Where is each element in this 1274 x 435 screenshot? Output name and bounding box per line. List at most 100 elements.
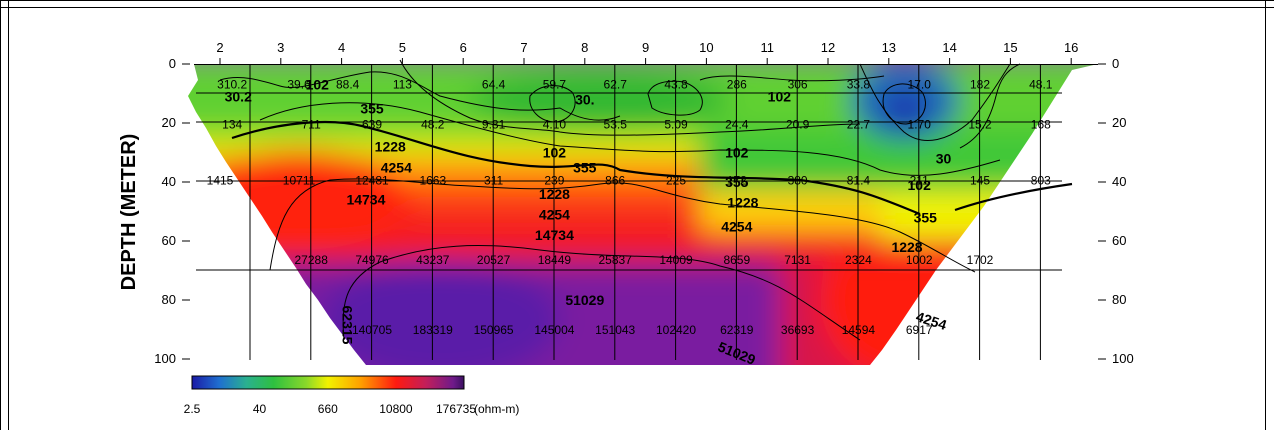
x-tick-label: 11 bbox=[760, 40, 774, 55]
resistivity-value: 172 bbox=[727, 174, 747, 188]
x-tick-label: 14 bbox=[942, 40, 956, 55]
y-tick-label-right: 60 bbox=[1112, 233, 1126, 248]
y-tick-label-left: 80 bbox=[162, 292, 176, 307]
contour-label: 51029 bbox=[565, 292, 604, 308]
resistivity-value: 306 bbox=[788, 78, 808, 92]
y-tick-label-left: 60 bbox=[162, 233, 176, 248]
y-tick-label-left: 0 bbox=[169, 56, 176, 71]
resistivity-value: 27288 bbox=[295, 253, 329, 267]
contour-label: 1228 bbox=[375, 139, 406, 155]
y-tick-label-right: 80 bbox=[1112, 292, 1126, 307]
resistivity-value: 33.8 bbox=[847, 78, 871, 92]
contour-line bbox=[699, 75, 885, 82]
resistivity-value: 4.10 bbox=[543, 117, 567, 131]
resistivity-value: 239 bbox=[544, 174, 564, 188]
resistivity-value: 183319 bbox=[413, 323, 453, 337]
resistivity-value: 62.7 bbox=[604, 78, 628, 92]
x-tick-label: 3 bbox=[277, 40, 284, 55]
contour-label: 1228 bbox=[891, 239, 922, 255]
resistivity-value: 62319 bbox=[720, 323, 754, 337]
colorbar-gradient bbox=[191, 375, 465, 390]
resistivity-value: 17.0 bbox=[908, 78, 932, 92]
x-tick-label: 2 bbox=[216, 40, 223, 55]
contour-line bbox=[219, 71, 621, 121]
resistivity-value: 168 bbox=[1031, 117, 1051, 131]
contour-label: 62315 bbox=[340, 306, 356, 345]
resistivity-value: 225 bbox=[666, 174, 686, 188]
contour-label: 14734 bbox=[346, 192, 385, 208]
resistivity-value: 211 bbox=[910, 174, 929, 188]
x-tick-label: 7 bbox=[520, 40, 527, 55]
resistivity-value: 18449 bbox=[538, 253, 572, 267]
contour-label: 30 bbox=[936, 150, 952, 166]
resistivity-value: 43237 bbox=[416, 253, 450, 267]
resistivity-value: 140705 bbox=[352, 323, 392, 337]
resistivity-value: 150965 bbox=[474, 323, 514, 337]
resistivity-value: 380 bbox=[788, 174, 808, 188]
x-tick-label: 13 bbox=[882, 40, 896, 55]
x-tick-label: 5 bbox=[399, 40, 406, 55]
x-tick-label: 12 bbox=[821, 40, 835, 55]
resistivity-value: 20.9 bbox=[786, 117, 810, 131]
resistivity-value: 803 bbox=[1031, 174, 1051, 188]
colorbar-tick-label: 40 bbox=[253, 402, 267, 416]
resistivity-value: 15.2 bbox=[968, 117, 992, 131]
x-tick-label: 16 bbox=[1064, 40, 1078, 55]
resistivity-value: 1702 bbox=[967, 253, 994, 267]
y-tick-label-left: 40 bbox=[162, 174, 176, 189]
contour-label: 1228 bbox=[539, 186, 570, 202]
resistivity-value: 866 bbox=[605, 174, 625, 188]
contour-label: 4254 bbox=[381, 159, 412, 175]
contour-label: 4254 bbox=[539, 206, 570, 222]
contour-line bbox=[529, 85, 576, 123]
contour-label: 102 bbox=[768, 88, 792, 104]
resistivity-value: 182 bbox=[970, 78, 990, 92]
resistivity-value: 113 bbox=[393, 78, 412, 92]
resistivity-value: 145 bbox=[970, 174, 990, 188]
contour-label: 102 bbox=[725, 145, 749, 161]
contour-line bbox=[342, 245, 861, 341]
resistivity-value: 102420 bbox=[656, 323, 696, 337]
resistivity-value: 639 bbox=[362, 117, 382, 131]
resistivity-value: 39.6 bbox=[287, 78, 311, 92]
resistivity-value: 36693 bbox=[781, 323, 815, 337]
contour-line bbox=[399, 59, 861, 136]
contour-line bbox=[231, 120, 921, 216]
contour-line bbox=[647, 80, 703, 116]
resistivity-value: 53.5 bbox=[604, 117, 628, 131]
contour-line bbox=[882, 83, 926, 125]
contour-lines bbox=[219, 59, 1073, 341]
resistivity-value: 1.70 bbox=[908, 117, 932, 131]
contour-label: 102 bbox=[543, 145, 567, 161]
y-tick-label-right: 20 bbox=[1112, 115, 1126, 130]
resistivity-value: 1415 bbox=[207, 174, 234, 188]
contour-label: 14734 bbox=[535, 227, 574, 243]
contour-line bbox=[269, 178, 976, 273]
x-tick-label: 9 bbox=[642, 40, 649, 55]
x-tick-label: 8 bbox=[581, 40, 588, 55]
colorbar-tick-label: 176735 bbox=[436, 402, 476, 416]
resistivity-value: 145004 bbox=[534, 323, 574, 337]
colorbar-legend: 2.5 40 660 10800 176735 (ohm-m) bbox=[184, 375, 519, 416]
resistivity-value: 6917 bbox=[906, 323, 933, 337]
resistivity-value: 48.2 bbox=[421, 117, 445, 131]
resistivity-value: 286 bbox=[727, 78, 747, 92]
resistivity-value: 2324 bbox=[845, 253, 872, 267]
resistivity-value: 25837 bbox=[599, 253, 633, 267]
contour-label: 102 bbox=[306, 77, 330, 93]
resistivity-value: 22.7 bbox=[847, 117, 871, 131]
contour-label: 30.2 bbox=[225, 88, 252, 104]
contour-label: 1228 bbox=[727, 195, 758, 211]
contour-line bbox=[259, 102, 1001, 176]
y-tick-label-left: 100 bbox=[154, 351, 176, 366]
contour-label: 102 bbox=[908, 177, 932, 193]
resistivity-value: 14009 bbox=[659, 253, 693, 267]
resistivity-value: 14594 bbox=[842, 323, 876, 337]
resistivity-value: 48.1 bbox=[1029, 78, 1053, 92]
resistivity-value: 12481 bbox=[355, 174, 389, 188]
resistivity-value: 59.7 bbox=[543, 78, 567, 92]
resistivity-value: 74976 bbox=[355, 253, 389, 267]
colorbar-tick-label: 660 bbox=[318, 402, 338, 416]
